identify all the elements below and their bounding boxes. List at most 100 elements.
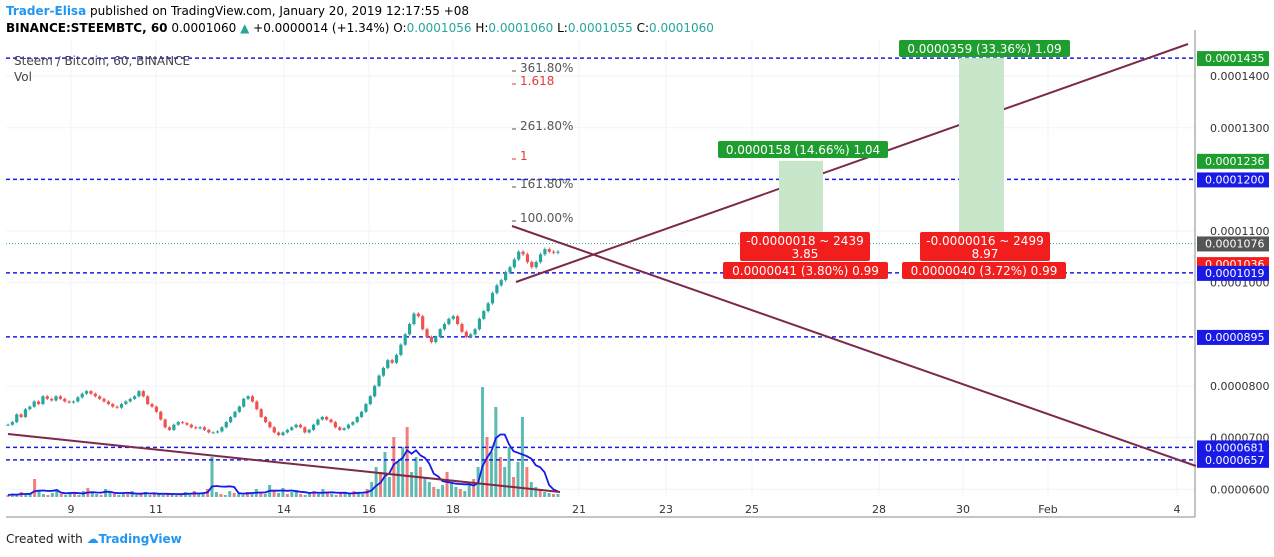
- volume-bar: [285, 494, 289, 497]
- candle-body: [150, 404, 154, 407]
- volume-bar: [312, 491, 316, 497]
- legend-title[interactable]: Steem / Bitcoin, 60, BINANCE: [14, 54, 191, 68]
- volume-bar: [334, 495, 338, 497]
- candle-body: [154, 406, 159, 412]
- candle-body: [185, 423, 189, 425]
- volume-bar: [316, 494, 320, 497]
- change: +0.0000014 (+1.34%): [253, 21, 390, 35]
- candle-body: [407, 324, 412, 335]
- candle-body: [80, 393, 84, 398]
- candle-body: [434, 336, 438, 343]
- candle-body: [456, 316, 460, 325]
- price-label: 0.0001019: [1205, 267, 1265, 280]
- volume-bar: [263, 494, 267, 497]
- volume-bar: [259, 492, 263, 497]
- candle-body: [41, 396, 45, 405]
- candle-body: [290, 427, 294, 430]
- volume-bar: [525, 467, 529, 497]
- candle-body: [504, 272, 508, 281]
- volume-bar: [454, 487, 458, 497]
- volume-bar: [556, 494, 560, 497]
- volume-bar: [481, 387, 485, 497]
- candle-body: [534, 262, 538, 268]
- volume-bar: [401, 447, 405, 497]
- price-label-box: [1197, 153, 1269, 169]
- candle-body: [538, 254, 543, 263]
- candles: [6, 247, 560, 437]
- price-label: 0.0000895: [1205, 331, 1265, 344]
- time-tick: 18: [446, 503, 460, 516]
- candle-body: [93, 393, 97, 397]
- author-name[interactable]: Trader-Elisa: [6, 4, 87, 18]
- volume-bar: [148, 495, 152, 497]
- candle-body: [67, 401, 71, 403]
- candle-body: [115, 406, 119, 408]
- h-label: H:: [475, 21, 489, 35]
- volume-bar: [6, 495, 10, 497]
- candle-body: [477, 318, 482, 330]
- volume-bar: [166, 494, 170, 497]
- candle-body: [442, 324, 447, 330]
- candle-body: [10, 422, 14, 425]
- volume-bar: [161, 495, 165, 497]
- brand-name[interactable]: TradingView: [98, 532, 182, 546]
- volume-bar: [489, 452, 493, 497]
- volume-bar: [374, 467, 378, 497]
- volume-bar: [99, 495, 103, 497]
- volume-bar: [325, 493, 329, 497]
- volume-bar: [494, 407, 498, 497]
- candle-body: [438, 329, 442, 337]
- volume-bar: [77, 495, 81, 497]
- volume-bar: [59, 494, 63, 497]
- volume-bar: [445, 472, 449, 497]
- candle-body: [207, 429, 211, 433]
- volume-bar: [33, 479, 37, 497]
- c-label: C:: [636, 21, 650, 35]
- symbol: BINANCE:STEEMBTC, 60: [6, 21, 168, 35]
- volume-bar: [232, 493, 236, 497]
- volume-bar: [498, 457, 502, 497]
- volume-bar: [356, 492, 360, 497]
- candle-body: [316, 419, 320, 425]
- low-value: 0.0001055: [567, 21, 633, 35]
- price-label-box: [1197, 51, 1269, 67]
- trendline-down-long: [7, 433, 561, 493]
- volume-bar: [277, 493, 281, 497]
- profit-label: 0.0000158 (14.66%) 1.04: [726, 143, 880, 157]
- volume-bar: [449, 482, 453, 497]
- stop-info-line1: -0.0000018 ~ 2439: [746, 234, 863, 248]
- candle-body: [508, 267, 512, 273]
- candle-body: [272, 427, 276, 433]
- candle-body: [242, 398, 246, 407]
- close-value: 0.0001060: [649, 21, 714, 35]
- volume-bar: [387, 477, 391, 497]
- candle-body: [517, 251, 521, 260]
- trendline-up: [515, 43, 1189, 283]
- candle-body: [28, 406, 32, 410]
- candle-body: [255, 401, 259, 410]
- candle-body: [547, 249, 551, 252]
- volume-bar: [516, 462, 520, 497]
- created-with: Created with: [6, 532, 83, 546]
- high-value: 0.0001060: [488, 21, 554, 35]
- legend-volume[interactable]: Vol: [14, 70, 32, 84]
- candle-body: [499, 280, 503, 286]
- profit-label-box: [899, 40, 1070, 57]
- candle-body: [373, 385, 377, 397]
- volume-bar: [201, 493, 205, 497]
- stop-info-line1: -0.0000016 ~ 2499: [926, 234, 1043, 248]
- fib-label: 1: [520, 149, 528, 163]
- candle-body: [447, 318, 451, 325]
- volume-bar: [214, 492, 218, 497]
- header-line-1: Trader-Elisa published on TradingView.co…: [6, 4, 469, 18]
- candle-body: [141, 391, 145, 397]
- candle-body: [250, 396, 255, 402]
- open-value: 0.0001056: [406, 21, 472, 35]
- position-boxes: 0.0000158 (14.66%) 1.04 -0.0000018 ~ 2439…: [718, 40, 1070, 279]
- volume-bar: [10, 494, 14, 497]
- candle-body: [464, 331, 468, 337]
- candle-body: [486, 303, 490, 312]
- header-line-2: BINANCE:STEEMBTC, 60 0.0001060 ▲ +0.0000…: [6, 21, 714, 35]
- stop-info-line2: 3.85: [792, 247, 819, 261]
